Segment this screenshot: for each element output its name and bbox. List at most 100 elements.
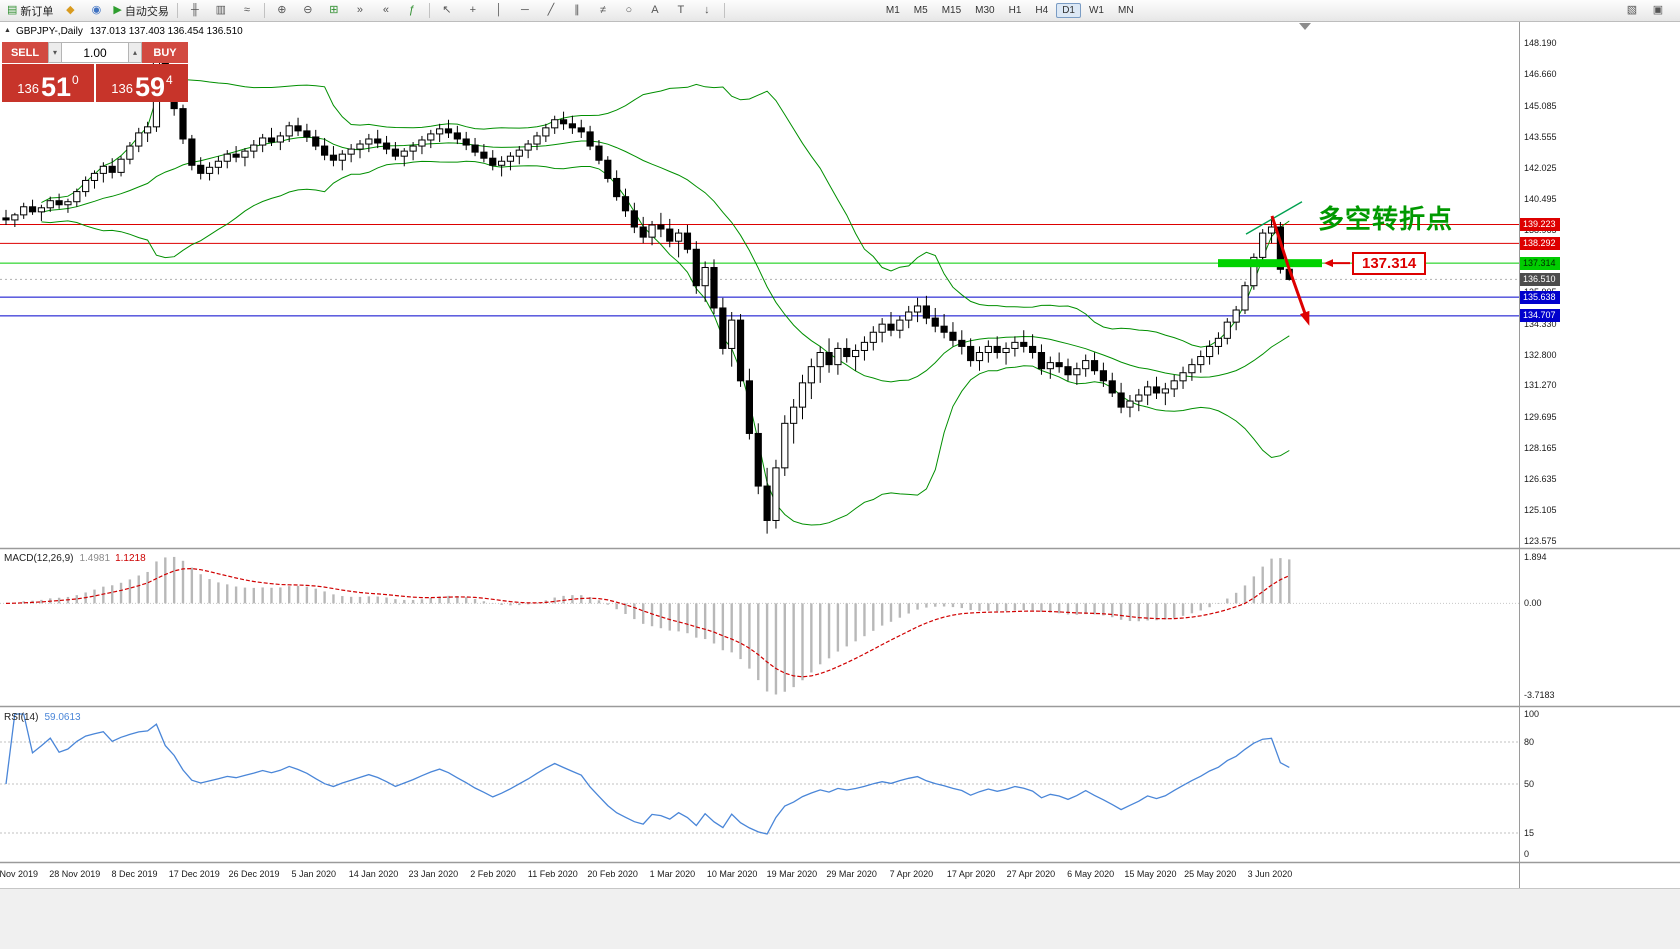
date-label: 28 Nov 2019 [49,869,101,879]
auto-scroll-button[interactable]: » [348,1,372,21]
volume-input[interactable] [62,42,128,63]
new-order-button[interactable]: ▤ 新订单 [4,1,56,21]
date-label: 23 Jan 2020 [408,869,459,879]
horizontal-line-button[interactable]: ─ [513,1,537,21]
rsi-indicator-label: RSI(14) 59.0613 [4,712,81,723]
toolbar-separator [263,3,265,18]
date-label: 20 Feb 2020 [587,869,638,879]
timeframe-button-m5[interactable]: M5 [913,5,928,16]
mql-market-button[interactable]: ◆ [58,1,82,21]
toolbar-separator [428,3,430,18]
date-label: 9 Nov 2019 [0,869,39,879]
tile-windows-button[interactable]: ⊞ [322,1,346,21]
sell-price-display[interactable]: 136 51 0 [2,64,94,102]
trendline-icon: ╱ [547,4,555,16]
indicators-button[interactable]: ƒ [400,1,424,21]
text-label-button[interactable]: T [669,1,693,21]
channel-button[interactable]: ∥ [565,1,589,21]
mql-market-icon: ◆ [66,4,75,16]
zoom-in-button[interactable]: ⊕ [270,1,294,21]
volume-decrease-button[interactable]: ▾ [48,42,62,63]
shapes-button[interactable]: ○ [617,1,641,21]
timeframe-group: M1 M5 M15 M30 H1 H4 D1 W1 MN [879,3,1141,18]
timeframe-button-w1[interactable]: W1 [1088,5,1104,16]
candlestick-chart-type-icon: ▥ [215,4,227,16]
sell-button[interactable]: SELL [2,42,48,63]
date-axis: 9 Nov 2019 28 Nov 2019 8 Dec 2019 17 Dec 20… [0,865,1519,886]
chart-shift-button[interactable]: « [374,1,398,21]
autotrading-button-label: 自动交易 [124,5,169,18]
text-icon: A [651,4,659,16]
autotrading-button[interactable]: ▶ 自动交易 [110,1,171,21]
sell-price-point: 0 [72,73,79,87]
date-label: 10 Mar 2020 [706,869,758,879]
timeframe-button-h4[interactable]: H4 [1035,5,1049,16]
indicators-icon: ƒ [408,4,415,16]
collapse-arrow-icon[interactable]: ▲ [4,27,11,34]
trendline-button[interactable]: ╱ [539,1,563,21]
date-label: 25 May 2020 [1184,869,1237,879]
timeframe-button-h1[interactable]: H1 [1008,5,1022,16]
line-chart-type-button[interactable]: ≈ [235,1,259,21]
chart-profile-button[interactable]: ▧ [1620,1,1644,21]
date-label: 11 Feb 2020 [527,869,578,879]
date-label: 15 May 2020 [1124,869,1177,879]
date-label: 14 Jan 2020 [348,869,399,879]
zoom-out-button[interactable]: ⊖ [296,1,320,21]
cursor-button[interactable]: ↖ [435,1,459,21]
buy-price-display[interactable]: 136 59 4 [96,64,188,102]
styles-button[interactable]: ▣ [1646,1,1670,21]
buy-price-figure: 136 [111,81,133,96]
date-label: 17 Apr 2020 [946,869,996,879]
date-label: 19 Mar 2020 [766,869,818,879]
buy-price-point: 4 [166,73,173,87]
rsi-name: RSI(14) [4,712,39,723]
symbol-title: GBPJPY-,Daily [15,26,83,37]
text-label-icon: T [677,4,685,16]
timeframe-button-d1[interactable]: D1 [1056,3,1081,18]
buy-button[interactable]: BUY [142,42,188,63]
date-label: 7 Apr 2020 [889,869,934,879]
turning-point-annotation[interactable]: 多空转折点 [1318,204,1454,234]
toolbar-group: ↖ + │ ─ ╱ ∥ ≠ ○ A T ↓ [434,1,720,21]
arrows-button[interactable]: ↓ [695,1,719,21]
toolbar-group: ⊕ ⊖ ⊞ » « ƒ [269,1,425,21]
macd-main-value: 1.4981 [79,553,111,564]
crosshair-icon: + [469,4,477,16]
community-button[interactable]: ◉ [84,1,108,21]
date-label: 3 Jun 2020 [1247,869,1293,879]
date-label: 17 Dec 2019 [168,869,220,879]
buy-price-pips: 59 [134,71,166,102]
date-label: 1 Mar 2020 [649,869,696,879]
timeframe-button-m15[interactable]: M15 [941,5,962,16]
chart-shift-icon: « [382,4,389,16]
fibonacci-button[interactable]: ≠ [591,1,615,21]
new-order-icon: ▤ [7,4,18,16]
zoom-out-icon: ⊖ [303,4,313,16]
timeframe-button-m30[interactable]: M30 [975,5,995,16]
horizontal-line-icon: ─ [520,4,529,16]
vertical-line-button[interactable]: │ [487,1,511,21]
auto-scroll-icon: » [356,4,363,16]
text-button[interactable]: A [643,1,667,21]
volume-increase-button[interactable]: ▴ [128,42,142,63]
crosshair-button[interactable]: + [461,1,485,21]
macd-name: MACD(12,26,9) [4,553,74,564]
toolbar: ▤ 新订单 ◆ ◉ ▶ 自动交易 ╫ ▥ ≈ ⊕ ⊖ ⊞ » « ƒ ↖ + │ ─ ╱ ∥ ≠ ○ A T ↓ M1 M5 M15 M3… [0,0,1680,22]
date-label: 2 Feb 2020 [470,869,516,879]
sell-price-figure: 136 [17,81,39,96]
timeframe-button-mn[interactable]: MN [1117,5,1134,16]
autotrading-icon: ▶ [113,4,122,16]
level-callout-label[interactable]: 137.314 [1352,252,1427,276]
bar-chart-type-button[interactable]: ╫ [183,1,207,21]
toolbar-separator [176,3,178,18]
date-label: 27 Apr 2020 [1006,869,1056,879]
community-icon: ◉ [91,4,102,16]
toolbar-group: ╫ ▥ ≈ [182,1,260,21]
tile-windows-icon: ⊞ [329,4,339,16]
timeframe-button-m1[interactable]: M1 [885,5,900,16]
candlestick-chart-type-button[interactable]: ▥ [209,1,233,21]
date-label: 8 Dec 2019 [111,869,158,879]
